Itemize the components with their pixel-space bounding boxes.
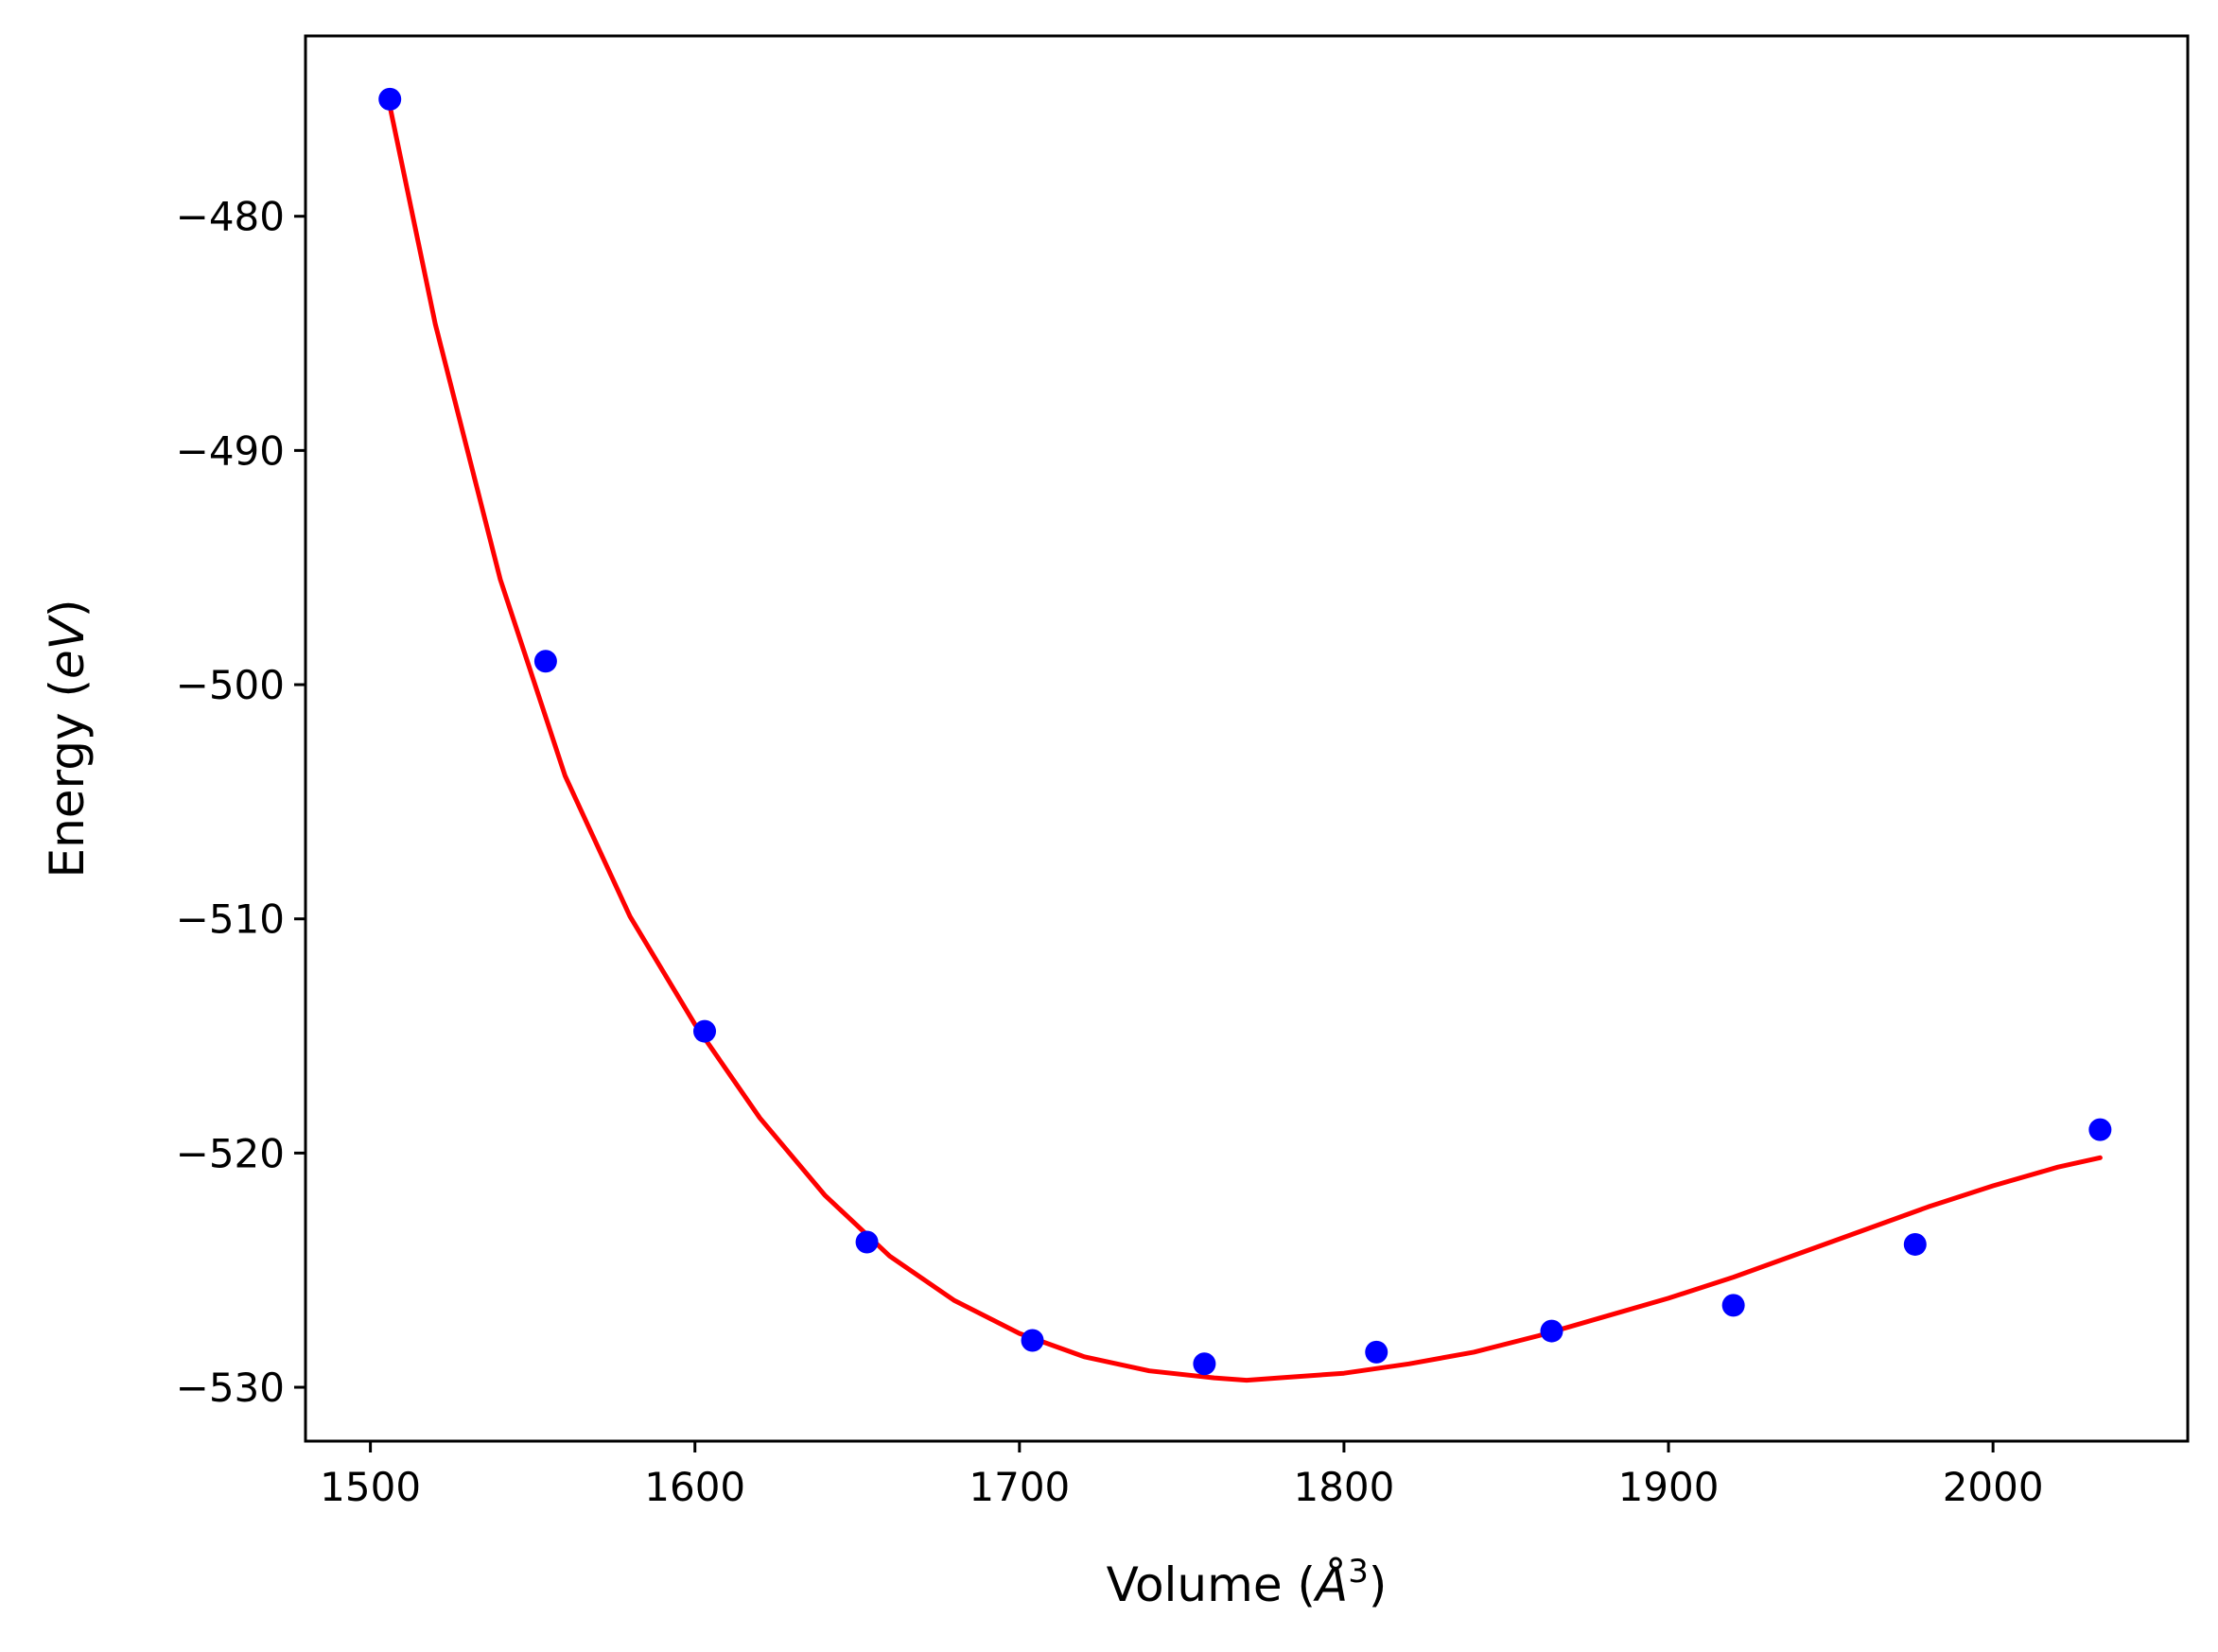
data-point xyxy=(1540,1319,1563,1343)
x-tick-label: 1600 xyxy=(644,1464,745,1510)
y-tick-label: −510 xyxy=(176,896,285,943)
data-point xyxy=(1021,1329,1044,1352)
data-point xyxy=(1721,1294,1745,1317)
plot-layer xyxy=(378,87,2112,1383)
y-tick-label: −500 xyxy=(176,662,285,708)
data-point xyxy=(1903,1232,1927,1256)
y-tick-label: −520 xyxy=(176,1130,285,1176)
x-tick-label: 1900 xyxy=(1618,1464,1720,1510)
x-axis-label: Volume (Å3) xyxy=(1107,1553,1388,1612)
data-point xyxy=(1365,1340,1388,1364)
data-point xyxy=(693,1019,717,1043)
data-point xyxy=(855,1230,879,1254)
x-tick-label: 2000 xyxy=(1943,1464,2044,1510)
tick-layer: 1500 1600 1700 1800 1900 2000 −480 −490 −500 −510… xyxy=(176,194,2044,1510)
data-point xyxy=(378,87,402,111)
fit-curve xyxy=(387,103,2103,1383)
x-tick-label: 1500 xyxy=(320,1464,421,1510)
data-point xyxy=(2088,1118,2112,1141)
x-tick-label: 1700 xyxy=(969,1464,1070,1510)
y-tick-label: −490 xyxy=(176,427,285,474)
y-tick-label: −480 xyxy=(176,194,285,240)
y-axis-label: Energy (eV) xyxy=(40,600,95,878)
data-point xyxy=(533,650,557,673)
axes-frame xyxy=(304,34,2190,1443)
data-point xyxy=(1193,1352,1216,1376)
x-tick-label: 1800 xyxy=(1293,1464,1394,1510)
y-tick-label: −530 xyxy=(176,1365,285,1411)
